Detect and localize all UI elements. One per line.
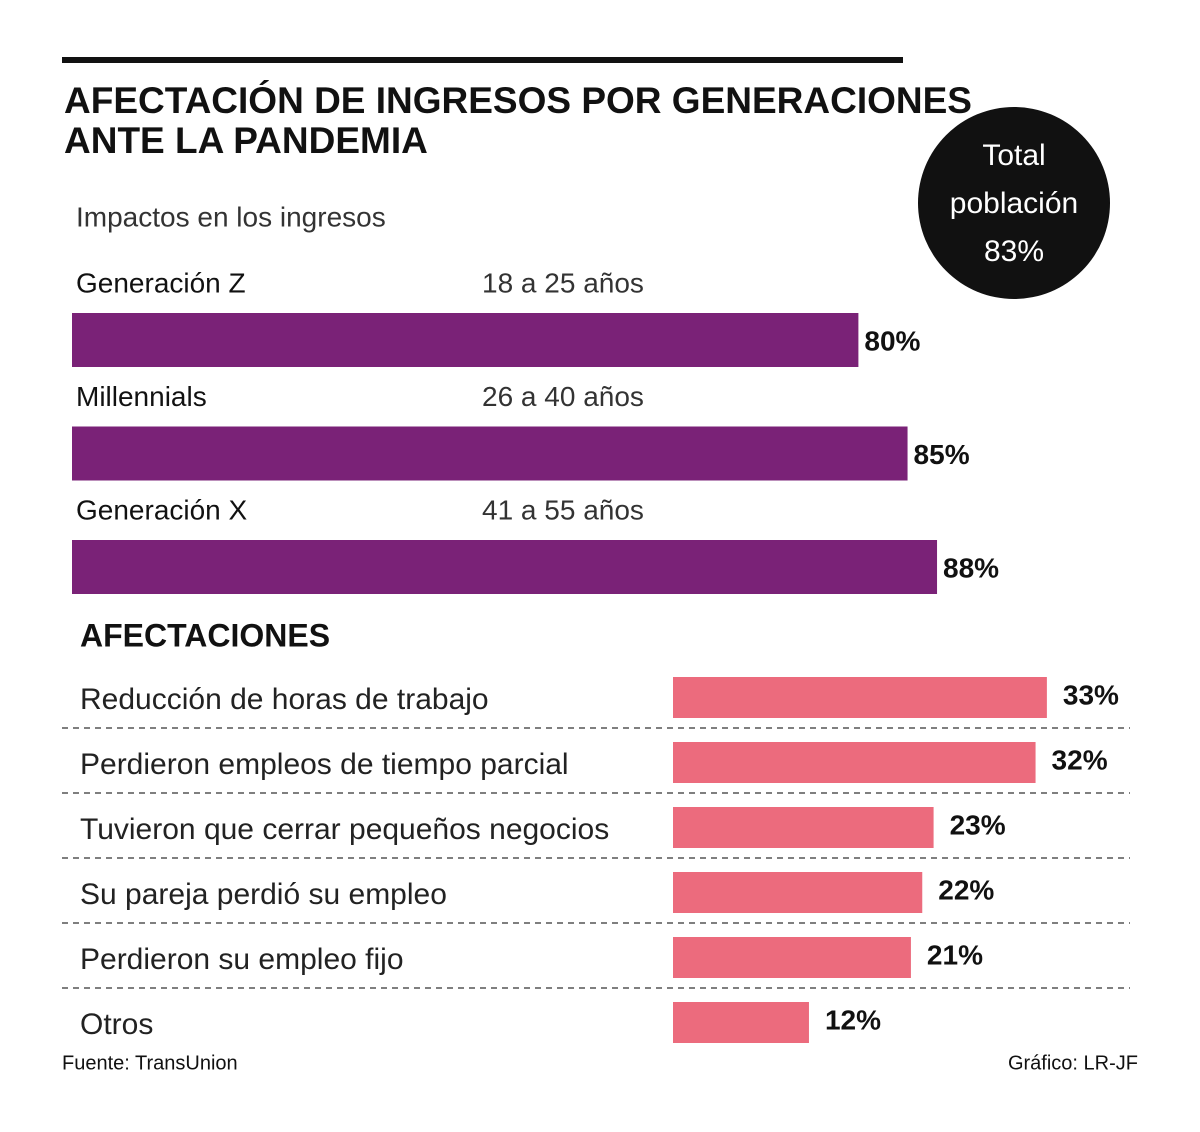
category-note: 26 a 40 años [482,381,644,412]
bar [673,872,923,913]
value-label: 23% [950,809,1006,840]
category-label: Millennials [76,381,207,412]
value-label: 22% [938,874,994,905]
category-label: Reducción de horas de trabajo [80,683,489,716]
category-label: Otros [80,1008,153,1041]
category-label: Su pareja perdió su empleo [80,878,447,911]
value-label: 80% [864,325,920,356]
total-label: Total [982,139,1045,172]
subtitle: Impactos en los ingresos [76,201,386,232]
total-value: 83% [984,235,1044,268]
value-label: 33% [1063,679,1119,710]
category-note: 41 a 55 años [482,494,644,525]
bar [673,807,934,848]
value-label: 32% [1052,744,1108,775]
source: Fuente: TransUnion [62,1052,238,1074]
bar [72,426,908,481]
total-label: población [950,187,1078,220]
category-label: Perdieron empleos de tiempo parcial [80,748,569,781]
category-label: Perdieron su empleo fijo [80,943,404,976]
value-label: 12% [825,1004,881,1035]
bar [673,677,1047,718]
section-title: AFECTACIONES [80,617,330,653]
bar [673,937,911,978]
category-note: 18 a 25 años [482,267,644,298]
total-circle [918,107,1110,299]
category-label: Tuvieron que cerrar pequeños negocios [80,813,609,846]
credit: Gráfico: LR-JF [1008,1052,1138,1074]
value-label: 85% [914,439,970,470]
chart-title: AFECTACIÓN DE INGRESOS POR GENERACIONES A… [64,79,972,161]
top-rule [62,57,903,63]
bar [72,313,859,367]
bar [673,1002,809,1043]
category-label: Generación X [76,494,248,525]
bar [72,540,938,594]
value-label: 21% [927,939,983,970]
value-label: 88% [943,552,999,583]
category-label: Generación Z [76,267,246,298]
bar [673,742,1036,783]
